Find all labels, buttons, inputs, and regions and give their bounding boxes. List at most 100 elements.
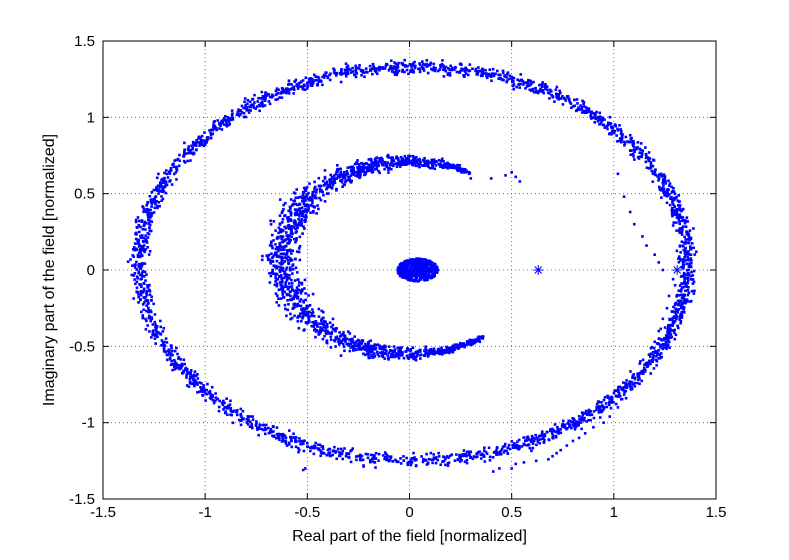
ring-point — [154, 323, 158, 327]
arc-point — [406, 347, 409, 350]
ring-point — [313, 446, 317, 449]
ring-point — [600, 119, 604, 123]
arc-point — [457, 347, 460, 350]
arc-point — [294, 223, 298, 226]
ring-point — [679, 275, 683, 278]
ring-point — [602, 406, 606, 410]
ring-point — [191, 376, 195, 380]
arc-point — [301, 214, 304, 218]
ring-point — [681, 216, 685, 219]
arc-point — [305, 186, 309, 189]
ring-point — [512, 87, 516, 91]
ring-point — [426, 64, 429, 68]
ring-point — [481, 452, 484, 456]
arc-point — [290, 219, 293, 223]
ring-point — [397, 61, 400, 65]
ring-point — [642, 366, 646, 370]
ring-point — [325, 453, 329, 457]
cluster-point — [435, 267, 439, 270]
arc-point — [287, 209, 290, 213]
arc-point — [301, 193, 305, 196]
ring-point — [436, 69, 440, 73]
ring-point — [431, 68, 435, 72]
ring-point — [543, 438, 546, 442]
ring-point — [674, 309, 678, 313]
arc-point — [274, 247, 278, 251]
arc-point — [307, 315, 311, 319]
arc-point — [286, 299, 289, 302]
ring-point — [146, 231, 150, 235]
ring-point — [587, 107, 591, 111]
arc-point — [324, 326, 328, 330]
ring-point — [664, 334, 668, 337]
ring-point — [160, 344, 163, 347]
ring-point — [132, 297, 135, 300]
arc-point — [307, 318, 311, 321]
ring-point — [561, 103, 565, 106]
arc-point — [363, 353, 367, 357]
ring-point — [387, 69, 391, 72]
arc-point — [280, 268, 283, 271]
cluster-point — [427, 273, 431, 277]
ring-point — [138, 245, 142, 248]
ring-point — [463, 460, 467, 464]
arc-point — [279, 266, 282, 269]
ring-point — [671, 214, 674, 218]
ring-point — [461, 454, 464, 458]
arc-point — [299, 291, 303, 295]
arc-point — [281, 280, 284, 283]
ring-point — [146, 213, 150, 216]
arc-point — [277, 247, 280, 251]
arc-point — [281, 261, 285, 265]
ring-point — [683, 235, 686, 239]
ring-point — [616, 140, 619, 143]
ring-point — [519, 82, 522, 86]
arc-point — [362, 170, 365, 173]
arc-point — [371, 356, 375, 359]
arc-point — [288, 277, 291, 280]
arc-point — [273, 251, 277, 255]
arc-point — [303, 189, 307, 192]
arc-point — [308, 182, 311, 185]
ring-point — [159, 190, 162, 193]
ring-point — [437, 451, 440, 455]
ring-point — [425, 463, 429, 466]
ring-point — [175, 158, 178, 162]
ring-point — [150, 298, 153, 302]
ring-point — [677, 308, 681, 311]
ring-point — [529, 79, 532, 83]
arc-point — [365, 167, 369, 171]
arc-point — [312, 325, 316, 329]
cluster-point — [423, 262, 427, 265]
ring-point — [232, 409, 236, 412]
arc-point — [365, 162, 369, 165]
ring-point — [506, 452, 510, 455]
ring-point — [511, 443, 515, 447]
arc-point — [418, 165, 421, 169]
ring-point — [210, 385, 214, 389]
ring-point — [344, 74, 348, 78]
ring-point — [687, 241, 691, 245]
cluster-point — [410, 272, 414, 276]
arc-point — [345, 342, 349, 346]
ring-point — [137, 241, 140, 245]
arc-point — [397, 356, 401, 360]
ring-point — [274, 98, 277, 102]
ring-point — [687, 232, 691, 236]
arc-point — [409, 349, 412, 353]
ring-point — [462, 75, 466, 79]
arc-point — [329, 186, 333, 189]
arc-point — [333, 339, 337, 343]
arc-point — [380, 345, 384, 349]
ring-point — [632, 373, 636, 376]
arc-point — [352, 348, 355, 351]
ring-point — [487, 72, 490, 76]
ring-point — [239, 113, 242, 116]
ring-point — [603, 396, 607, 399]
ring-point — [196, 372, 199, 376]
ring-point — [687, 291, 691, 295]
ring-point — [298, 440, 301, 443]
ring-point — [447, 456, 450, 459]
ring-point — [274, 89, 278, 93]
ring-point — [138, 298, 142, 302]
